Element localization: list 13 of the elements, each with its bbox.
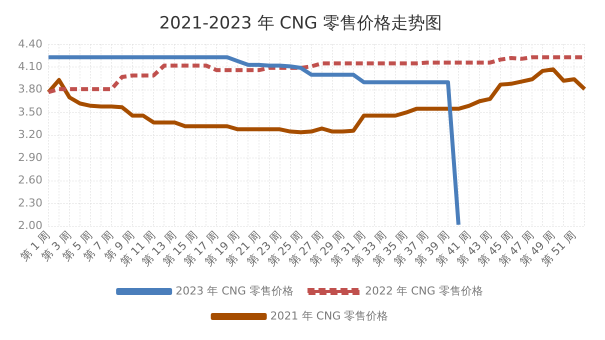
y-tick-label: 3.20 bbox=[18, 128, 42, 142]
y-tick-label: 4.10 bbox=[18, 60, 42, 73]
y-tick-label: 2.90 bbox=[18, 150, 42, 164]
y-tick-label: 2.60 bbox=[18, 174, 42, 187]
chart-title: 2021-2023 年 CNG 零售价格走势图 bbox=[159, 14, 442, 34]
y-tick-label: 4.40 bbox=[18, 37, 42, 50]
y-tick-label: 2.30 bbox=[18, 196, 42, 210]
legend-label: 2021 年 CNG 零售价格 bbox=[270, 309, 388, 322]
y-tick-label: 3.50 bbox=[18, 105, 42, 118]
y-tick-label: 3.80 bbox=[18, 82, 42, 96]
legend-label: 2023 年 CNG 零售价格 bbox=[176, 284, 294, 298]
legend-label: 2022 年 CNG 零售价格 bbox=[365, 284, 483, 298]
y-tick-label: 2.00 bbox=[18, 219, 42, 232]
